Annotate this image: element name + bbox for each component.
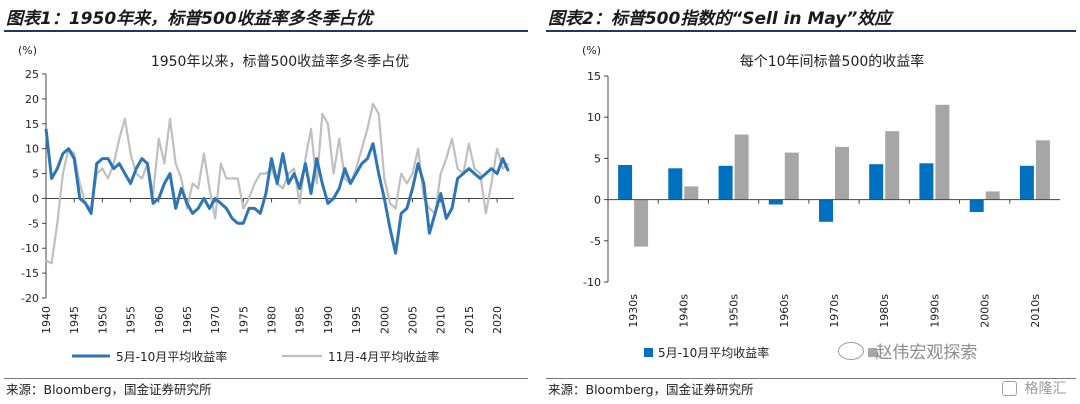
- left-series-line-may-oct: [44, 128, 510, 255]
- right-legend-swatch-nov-apr: [868, 348, 877, 357]
- right-bar-nov-apr: [985, 191, 1000, 200]
- right-bar-nov-apr: [935, 104, 950, 200]
- left-y-tick-label: 20: [25, 93, 39, 106]
- left-legend-label-may-oct: 5月-10月平均收益率: [116, 349, 227, 364]
- left-x-tick-label: 1980: [266, 306, 279, 334]
- left-y-tick-label: 15: [25, 118, 39, 131]
- left-title-rule: [4, 30, 528, 32]
- wechat-watermark: 赵伟宏观探索: [838, 338, 977, 363]
- right-x-tick-label: 1960s: [778, 294, 791, 328]
- left-x-tick-label: 2005: [407, 306, 420, 334]
- left-y-tick-label: 5: [32, 168, 39, 181]
- right-bar-nov-apr: [734, 134, 749, 200]
- left-x-tick-label: 1945: [68, 306, 81, 334]
- right-bar-nov-apr: [634, 199, 649, 247]
- right-x-tick-label: 1930s: [627, 294, 640, 328]
- gelonghui-text: 格隆汇: [1024, 381, 1067, 397]
- right-bar-may-oct: [1019, 165, 1034, 200]
- right-bar-may-oct: [768, 199, 783, 205]
- left-y-tick-label: 10: [25, 143, 39, 156]
- right-legend-label-may-oct: 5月-10月平均收益率: [658, 345, 769, 360]
- left-x-tick-label: 1950: [96, 306, 109, 334]
- right-title-rule: [546, 30, 1076, 32]
- right-panel-title: 图表2：标普500指数的“Sell in May”效应: [548, 9, 892, 29]
- left-x-tick-label: 2010: [435, 306, 448, 334]
- left-x-tick-label: 1970: [209, 306, 222, 334]
- left-legend-label-nov-apr: 11月-4月平均收益率: [328, 349, 439, 364]
- right-bar-nov-apr: [684, 186, 699, 200]
- right-y-tick-label: 5: [594, 152, 601, 165]
- left-x-tick-label: 2015: [463, 306, 476, 334]
- left-line-chart: (%) 1950年以来，标普500收益率多冬季占优 -20 -15 -10 -5 0 5 1…: [18, 44, 514, 364]
- left-x-tick-label: 1995: [350, 306, 363, 334]
- right-x-tick-label: 1950s: [728, 294, 741, 328]
- left-x-tick-label: 2000: [378, 306, 391, 334]
- left-y-tick-label: -10: [21, 242, 39, 255]
- left-x-tick-label: 1940: [40, 306, 53, 334]
- right-bar-may-oct: [869, 164, 884, 200]
- right-x-tick-label: 2010s: [1029, 294, 1042, 328]
- left-y-tick-label: 25: [25, 68, 39, 81]
- right-legend-swatch-may-oct: [644, 348, 653, 357]
- right-y-tick-label: 10: [587, 111, 601, 124]
- left-x-tick-label: 1965: [181, 306, 194, 334]
- right-bar-may-oct: [819, 199, 833, 222]
- left-source: 来源：Bloomberg，国金证券研究所: [6, 382, 212, 397]
- right-bottom-rule: [546, 378, 1076, 379]
- left-panel-title: 图表1：1950年来，标普500收益率多冬季占优: [6, 9, 373, 29]
- right-bar-nov-apr: [1035, 140, 1050, 200]
- watermark-text: 赵伟宏观探索: [875, 343, 978, 363]
- left-x-tick-label: 1975: [237, 306, 250, 334]
- left-y-tick-label: 0: [32, 192, 39, 205]
- right-x-tick-label: 1980s: [878, 294, 891, 328]
- right-y-tick-label: 15: [587, 70, 601, 83]
- right-bar-may-oct: [668, 168, 683, 200]
- left-y-unit: (%): [18, 44, 37, 57]
- right-y-tick-label: 0: [594, 194, 601, 207]
- gelonghui-logo-icon: [1002, 380, 1017, 396]
- right-bar-nov-apr: [784, 152, 799, 200]
- left-x-tick-label: 1990: [322, 306, 335, 334]
- right-x-tick-label: 1970s: [828, 294, 841, 328]
- right-bar-nov-apr: [885, 131, 900, 200]
- left-bottom-rule: [4, 378, 528, 379]
- right-source: 来源：Bloomberg，国金证券研究所: [548, 382, 754, 397]
- left-x-tick-label: 1985: [294, 306, 307, 334]
- right-x-tick-label: 2000s: [979, 294, 992, 328]
- left-y-tick-label: -20: [21, 292, 39, 305]
- right-bar-may-oct: [618, 165, 633, 200]
- right-y-unit: (%): [582, 44, 601, 57]
- right-bar-chart: (%) 每个10年间标普500的收益率 -10 -5 0 5 10 15 1930s 194…: [582, 44, 1060, 360]
- left-y-tick-label: -5: [28, 217, 39, 230]
- right-bar-may-oct: [969, 199, 984, 212]
- gelonghui-watermark: 格隆汇: [1002, 378, 1066, 398]
- right-bar-may-oct: [718, 165, 733, 200]
- left-x-tick-label: 1955: [125, 306, 138, 334]
- wechat-logo-icon: [838, 341, 864, 360]
- left-x-tick-label: 1960: [153, 306, 166, 334]
- right-bar-nov-apr: [835, 146, 849, 200]
- right-x-tick-label: 1990s: [928, 294, 941, 328]
- left-chart-title: 1950年以来，标普500收益率多冬季占优: [151, 53, 409, 70]
- left-y-tick-label: -15: [21, 267, 39, 280]
- right-y-tick-label: -10: [583, 276, 601, 289]
- right-bar-may-oct: [919, 163, 934, 200]
- right-y-tick-label: -5: [590, 235, 601, 248]
- right-x-tick-label: 1940s: [677, 294, 690, 328]
- right-chart-title: 每个10年间标普500的收益率: [740, 53, 925, 70]
- left-x-tick-label: 2020: [491, 306, 504, 334]
